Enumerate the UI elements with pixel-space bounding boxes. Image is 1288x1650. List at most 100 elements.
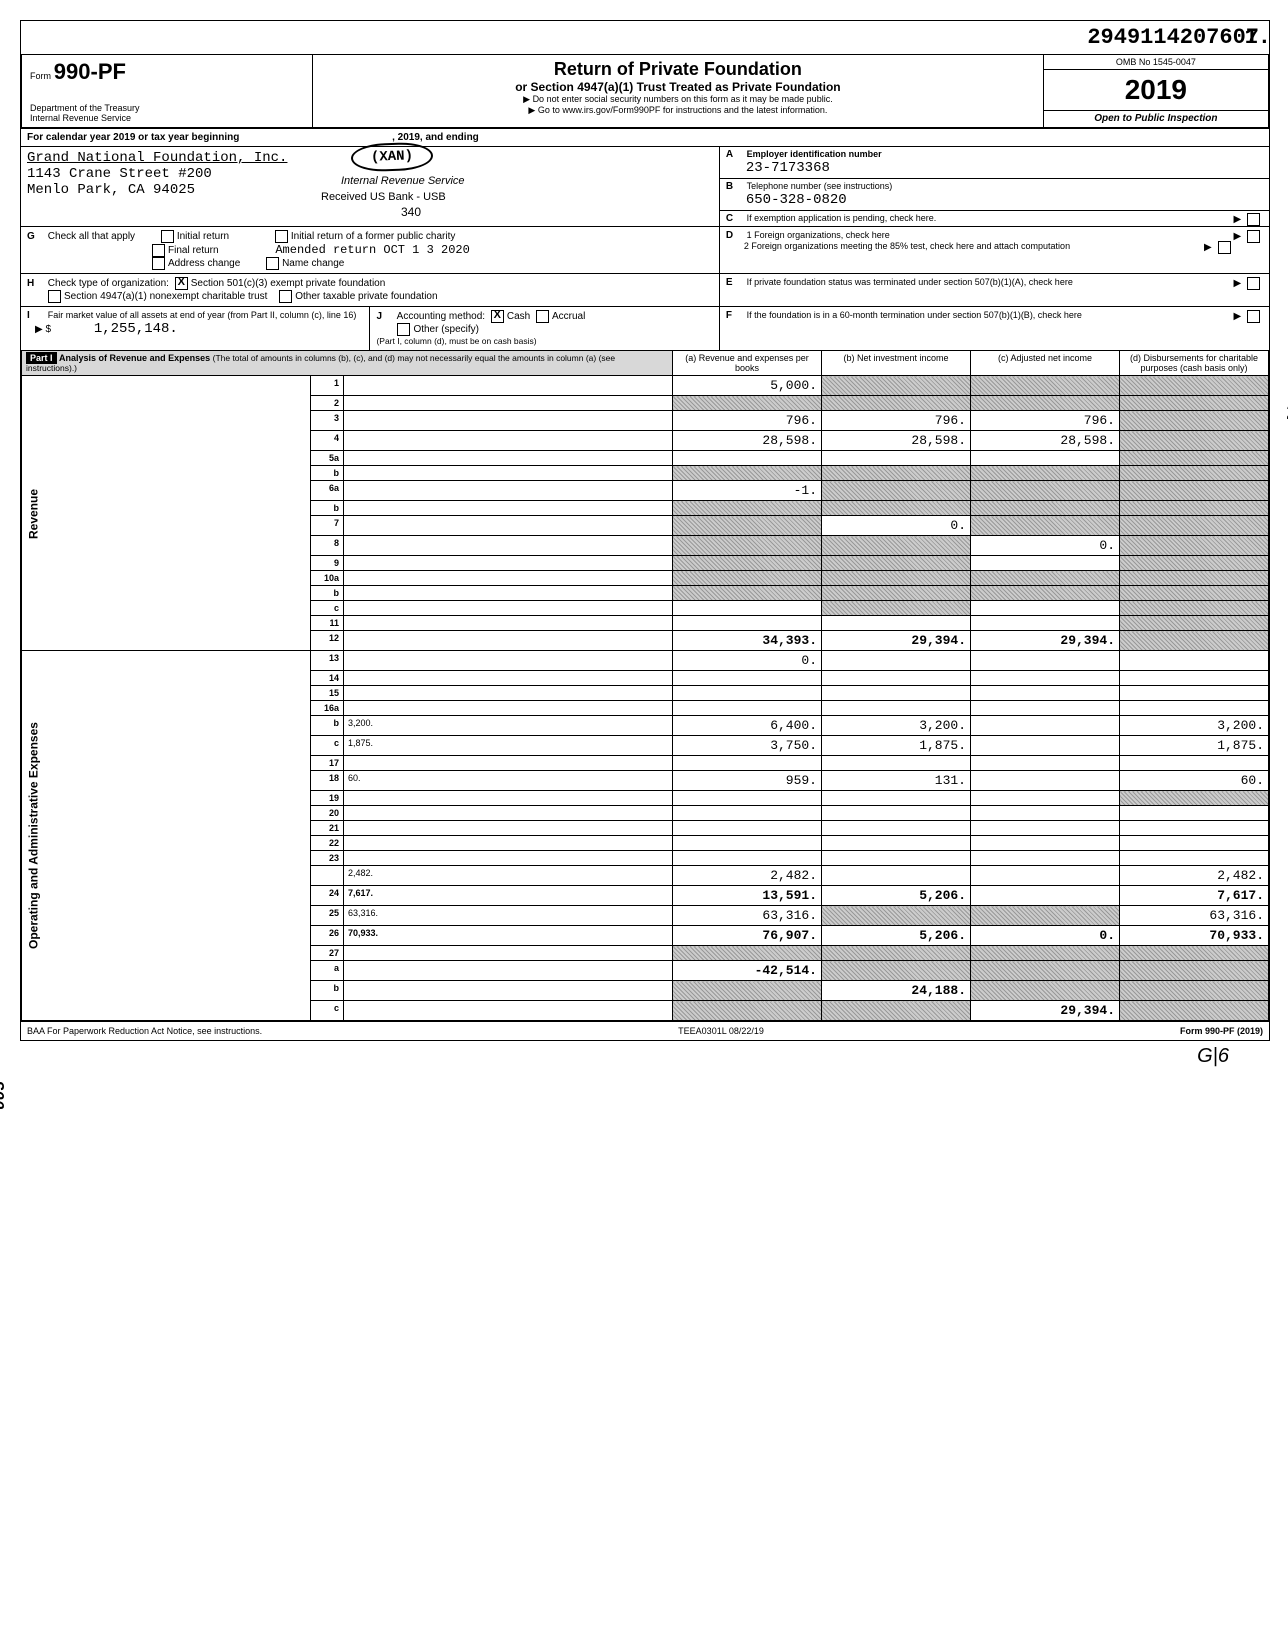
line-desc bbox=[344, 961, 673, 981]
cell-b bbox=[822, 906, 971, 926]
col-c-header: (c) Adjusted net income bbox=[971, 351, 1120, 376]
cell-c bbox=[971, 616, 1120, 631]
cell-a: 0. bbox=[673, 651, 822, 671]
line-desc bbox=[344, 1001, 673, 1021]
g-addr-check[interactable] bbox=[152, 257, 165, 270]
side-revenue: Revenue bbox=[22, 376, 311, 651]
cell-d bbox=[1120, 481, 1269, 501]
box-c-check[interactable] bbox=[1247, 213, 1260, 226]
box-e: If private foundation status was termina… bbox=[747, 277, 1073, 287]
cell-d bbox=[1120, 586, 1269, 601]
g-initial-check[interactable] bbox=[161, 230, 174, 243]
g-former-check[interactable] bbox=[275, 230, 288, 243]
box-b-label: Telephone number (see instructions) bbox=[747, 181, 893, 191]
top-right-one: 1. bbox=[1245, 25, 1271, 50]
cell-c bbox=[971, 601, 1120, 616]
label-g: G bbox=[27, 231, 45, 242]
cell-c bbox=[971, 651, 1120, 671]
cell-b bbox=[822, 481, 971, 501]
footer-mid: TEEA0301L 08/22/19 bbox=[678, 1026, 764, 1036]
top-code-row: 2949114207607 1. bbox=[21, 21, 1269, 54]
label-h: H bbox=[27, 278, 45, 289]
line-desc bbox=[344, 686, 673, 701]
g-opt-2: Address change bbox=[168, 258, 240, 269]
cell-d: 3,200. bbox=[1120, 716, 1269, 736]
cell-c bbox=[971, 451, 1120, 466]
cell-c: 29,394. bbox=[971, 1001, 1120, 1021]
cell-d bbox=[1120, 836, 1269, 851]
line-desc bbox=[344, 516, 673, 536]
cell-a bbox=[673, 501, 822, 516]
cell-a bbox=[673, 701, 822, 716]
identity-block: Grand National Foundation, Inc. 1143 Cra… bbox=[21, 146, 1269, 226]
ij-row: I Fair market value of all assets at end… bbox=[21, 306, 1269, 350]
amended-date: Amended return OCT 1 3 2020 bbox=[275, 243, 469, 257]
cell-a: 34,393. bbox=[673, 631, 822, 651]
line-number: c bbox=[311, 601, 344, 616]
g-opt-1: Final return bbox=[168, 245, 219, 256]
j-cash-check[interactable]: X bbox=[491, 310, 504, 323]
line-number: 1 bbox=[311, 376, 344, 396]
box-c-label: If exemption application is pending, che… bbox=[747, 213, 937, 223]
cell-a bbox=[673, 686, 822, 701]
d2-check[interactable] bbox=[1218, 241, 1231, 254]
h-other-check[interactable] bbox=[279, 290, 292, 303]
footer-right: Form 990-PF (2019) bbox=[1180, 1026, 1263, 1036]
line-number: 23 bbox=[311, 851, 344, 866]
line-number: 8 bbox=[311, 536, 344, 556]
header-right: OMB No 1545-0047 2019 Open to Public Ins… bbox=[1043, 55, 1268, 127]
cell-a: 28,598. bbox=[673, 431, 822, 451]
j-label: Accounting method: bbox=[397, 311, 485, 322]
side-expenses: Operating and Administrative Expenses bbox=[22, 651, 311, 1021]
cell-a: 5,000. bbox=[673, 376, 822, 396]
line-number: 15 bbox=[311, 686, 344, 701]
cell-c bbox=[971, 806, 1120, 821]
cell-b bbox=[822, 821, 971, 836]
g-final-check[interactable] bbox=[152, 244, 165, 257]
d1-check[interactable] bbox=[1247, 230, 1260, 243]
h-501-check[interactable]: X bbox=[175, 277, 188, 290]
h-opt3: Other taxable private foundation bbox=[295, 291, 437, 302]
line-number: a bbox=[311, 961, 344, 981]
col-b-header: (b) Net investment income bbox=[822, 351, 971, 376]
cell-d bbox=[1120, 1001, 1269, 1021]
cell-d bbox=[1120, 376, 1269, 396]
cell-a bbox=[673, 851, 822, 866]
h-4947-check[interactable] bbox=[48, 290, 61, 303]
col-d-header: (d) Disbursements for charitable purpose… bbox=[1120, 351, 1269, 376]
cell-a bbox=[673, 536, 822, 556]
line-desc bbox=[344, 586, 673, 601]
table-row: Operating and Administrative Expenses130… bbox=[22, 651, 1269, 671]
line-desc: 60. bbox=[344, 771, 673, 791]
line-number: b bbox=[311, 981, 344, 1001]
cell-c bbox=[971, 836, 1120, 851]
cell-b bbox=[822, 571, 971, 586]
j-accrual-check[interactable] bbox=[536, 310, 549, 323]
f-check[interactable] bbox=[1247, 310, 1260, 323]
line-number: 11 bbox=[311, 616, 344, 631]
cell-b bbox=[822, 866, 971, 886]
line-number: 9 bbox=[311, 556, 344, 571]
label-c: C bbox=[726, 213, 744, 224]
cell-d: 63,316. bbox=[1120, 906, 1269, 926]
line-desc bbox=[344, 451, 673, 466]
cell-c bbox=[971, 886, 1120, 906]
cell-a: -42,514. bbox=[673, 961, 822, 981]
cell-a: 6,400. bbox=[673, 716, 822, 736]
line-desc bbox=[344, 631, 673, 651]
line-desc bbox=[344, 701, 673, 716]
omb: OMB No 1545-0047 bbox=[1044, 55, 1268, 70]
e-check[interactable] bbox=[1247, 277, 1260, 290]
j-other-check[interactable] bbox=[397, 323, 410, 336]
line-desc: 70,933. bbox=[344, 926, 673, 946]
cell-a bbox=[673, 601, 822, 616]
g-name-check[interactable] bbox=[266, 257, 279, 270]
form-number: 990-PF bbox=[54, 59, 126, 84]
line-desc: 7,617. bbox=[344, 886, 673, 906]
cell-d: 1,875. bbox=[1120, 736, 1269, 756]
cell-a bbox=[673, 981, 822, 1001]
cell-c: 29,394. bbox=[971, 631, 1120, 651]
cell-b bbox=[822, 756, 971, 771]
line-desc: 3,200. bbox=[344, 716, 673, 736]
cell-d bbox=[1120, 791, 1269, 806]
